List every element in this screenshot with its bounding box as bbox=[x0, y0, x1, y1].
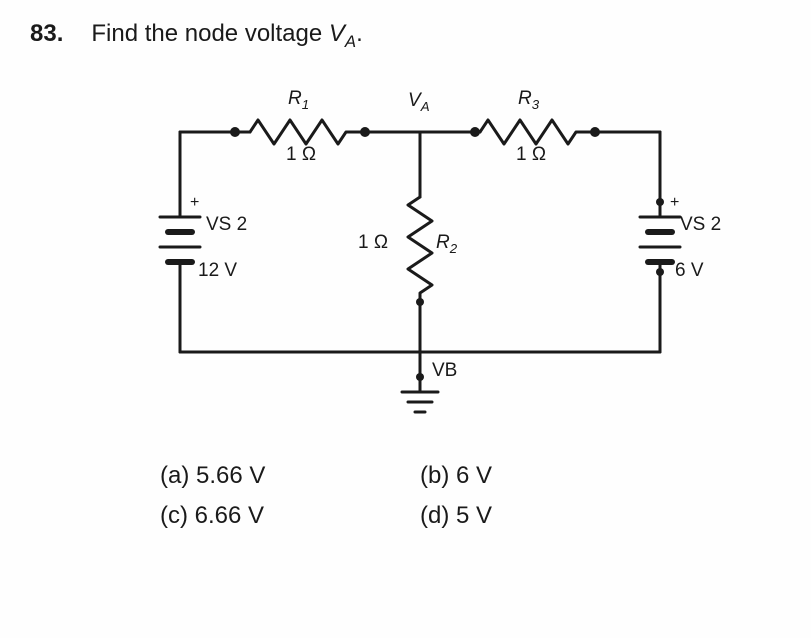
question-text: Find the node voltage VA. bbox=[91, 20, 362, 52]
label-plus-right: + bbox=[670, 194, 679, 212]
options: (a) 5.66 V (b) 6 V (c) 6.66 V (d) 5 V bbox=[160, 462, 781, 530]
label-vs1: VS 2 bbox=[206, 214, 247, 236]
option-c: (c) 6.66 V bbox=[160, 502, 420, 530]
label-va: VA bbox=[408, 90, 430, 114]
question-var: V bbox=[329, 20, 345, 47]
question-row: 83. Find the node voltage VA. bbox=[30, 20, 781, 52]
label-r3: R3 bbox=[518, 88, 539, 112]
circuit-diagram: R1 1 Ω VA R3 1 Ω R2 1 Ω + VS 2 12 V + VS… bbox=[140, 82, 700, 422]
label-r2-val: 1 Ω bbox=[358, 232, 388, 254]
label-vs1-val: 12 V bbox=[198, 260, 237, 282]
label-vb: VB bbox=[432, 360, 457, 382]
option-a: (a) 5.66 V bbox=[160, 462, 420, 490]
label-plus-left: + bbox=[190, 194, 199, 212]
label-vs2: VS 2 bbox=[680, 214, 721, 236]
question-suffix: . bbox=[356, 20, 363, 47]
option-d: (d) 5 V bbox=[420, 502, 620, 530]
question-var-sub: A bbox=[345, 32, 356, 51]
label-vs2-val: 6 V bbox=[675, 260, 704, 282]
label-r2: R2 bbox=[436, 232, 457, 256]
label-r1: R1 bbox=[288, 88, 309, 112]
label-r1-val: 1 Ω bbox=[286, 144, 316, 166]
question-prefix: Find the node voltage bbox=[91, 20, 329, 47]
label-r3-val: 1 Ω bbox=[516, 144, 546, 166]
circuit-svg bbox=[140, 82, 700, 422]
option-b: (b) 6 V bbox=[420, 462, 620, 490]
question-number: 83. bbox=[30, 20, 63, 48]
